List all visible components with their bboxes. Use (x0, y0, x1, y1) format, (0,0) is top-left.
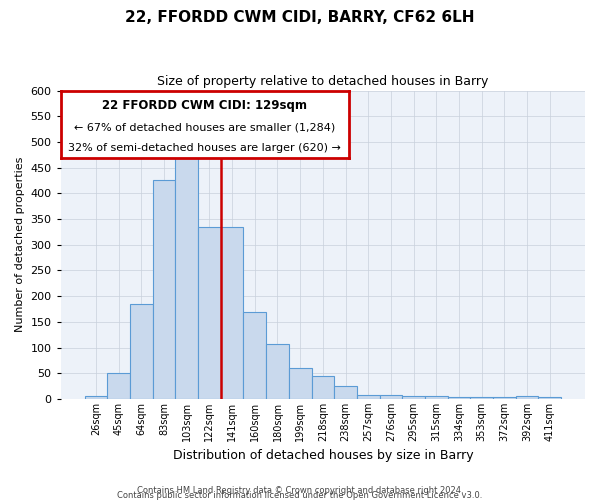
Bar (152, 180, 175, 399)
Bar (266, 344, 289, 399)
Bar (470, 398, 493, 399)
Bar (493, 398, 516, 399)
Bar (448, 398, 470, 399)
Bar (311, 376, 334, 399)
Bar (221, 226, 244, 399)
Bar (85, 396, 107, 399)
Text: Contains HM Land Registry data © Crown copyright and database right 2024.: Contains HM Land Registry data © Crown c… (137, 486, 463, 495)
Bar (289, 368, 311, 399)
Y-axis label: Number of detached properties: Number of detached properties (15, 157, 25, 332)
Text: 22, FFORDD CWM CIDI, BARRY, CF62 6LH: 22, FFORDD CWM CIDI, BARRY, CF62 6LH (125, 10, 475, 25)
Bar (425, 396, 448, 399)
Bar (402, 396, 425, 399)
Text: Contains public sector information licensed under the Open Government Licence v3: Contains public sector information licen… (118, 491, 482, 500)
Title: Size of property relative to detached houses in Barry: Size of property relative to detached ho… (157, 75, 488, 88)
Bar (380, 395, 402, 399)
Bar (538, 398, 561, 399)
Bar (198, 226, 221, 399)
Bar (130, 304, 152, 399)
Bar (244, 312, 266, 399)
X-axis label: Distribution of detached houses by size in Barry: Distribution of detached houses by size … (173, 450, 473, 462)
Bar (175, 156, 198, 399)
Bar (334, 386, 357, 399)
Bar (357, 395, 380, 399)
Bar (516, 396, 538, 399)
Bar (107, 373, 130, 399)
